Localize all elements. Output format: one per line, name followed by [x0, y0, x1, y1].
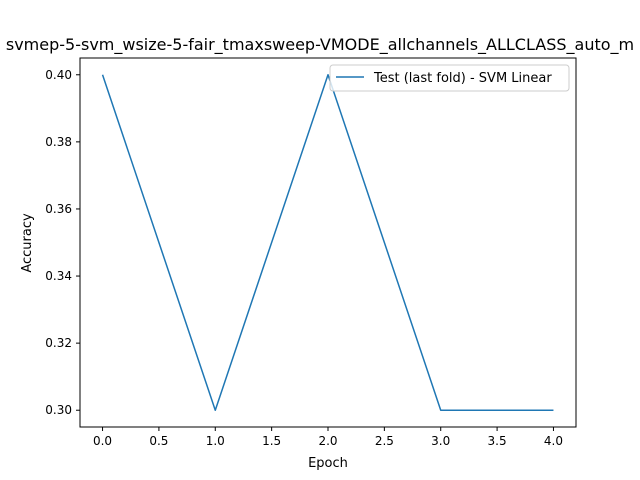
x-tick-label: 2.5 — [375, 434, 394, 448]
x-axis-label: Epoch — [308, 456, 348, 471]
y-tick-label: 0.40 — [45, 68, 72, 82]
x-tick-label: 3.5 — [488, 434, 507, 448]
x-tick-label: 3.0 — [431, 434, 450, 448]
y-axis-label: Accuracy — [20, 213, 35, 273]
legend: Test (last fold) - SVM Linear — [329, 64, 570, 92]
series-layer — [101, 74, 554, 411]
y-tick-label: 0.34 — [45, 269, 72, 283]
x-tick-label: 1.5 — [262, 434, 281, 448]
x-tick-label: 1.0 — [206, 434, 225, 448]
y-axis-ticks: 0.30 0.32 0.34 0.36 0.38 0.40 — [45, 68, 80, 417]
x-tick-label: 0.5 — [149, 434, 168, 448]
y-tick-label: 0.36 — [45, 202, 72, 216]
x-axis-ticks: 0.0 0.5 1.0 1.5 2.0 2.5 3.0 3.5 4.0 — [93, 427, 563, 448]
legend-box — [329, 64, 570, 92]
x-tick-label: 4.0 — [544, 434, 563, 448]
x-tick-label: 2.0 — [318, 434, 337, 448]
y-tick-label: 0.30 — [45, 403, 72, 417]
y-tick-label: 0.32 — [45, 336, 72, 350]
y-tick-label: 0.38 — [45, 135, 72, 149]
chart-title: svmep-5-svm_wsize-5-fair_tmaxsweep-VMODE… — [6, 35, 634, 55]
x-tick-label: 0.0 — [93, 434, 112, 448]
legend-label: Test (last fold) - SVM Linear — [373, 71, 552, 86]
axes-frame — [79, 57, 577, 428]
